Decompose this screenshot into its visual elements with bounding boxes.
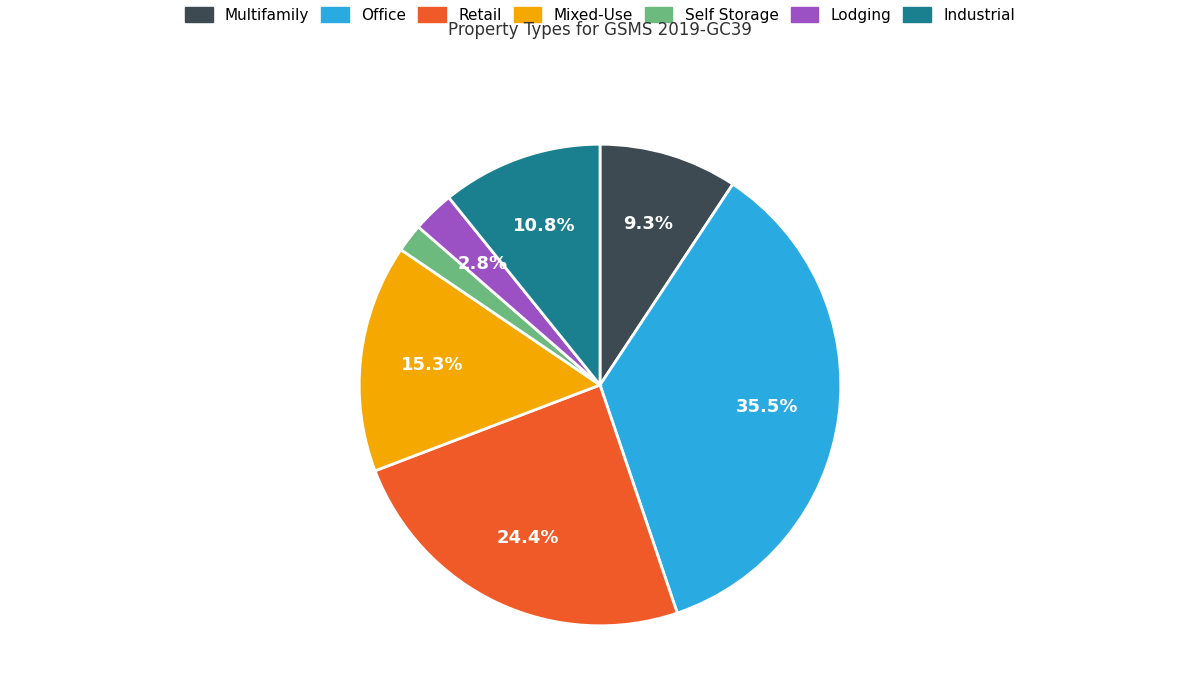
Text: 2.8%: 2.8% [458, 255, 508, 272]
Text: 24.4%: 24.4% [497, 528, 559, 547]
Wedge shape [600, 184, 841, 613]
Text: 9.3%: 9.3% [624, 215, 673, 232]
Wedge shape [359, 250, 600, 471]
Text: 35.5%: 35.5% [736, 398, 798, 416]
Text: 10.8%: 10.8% [512, 217, 575, 235]
Legend: Multifamily, Office, Retail, Mixed-Use, Self Storage, Lodging, Industrial: Multifamily, Office, Retail, Mixed-Use, … [179, 1, 1021, 29]
Text: 15.3%: 15.3% [401, 356, 464, 374]
Wedge shape [401, 227, 600, 385]
Wedge shape [449, 144, 600, 385]
Wedge shape [419, 197, 600, 385]
Text: Property Types for GSMS 2019-GC39: Property Types for GSMS 2019-GC39 [448, 21, 752, 39]
Wedge shape [600, 144, 733, 385]
Wedge shape [376, 385, 677, 626]
